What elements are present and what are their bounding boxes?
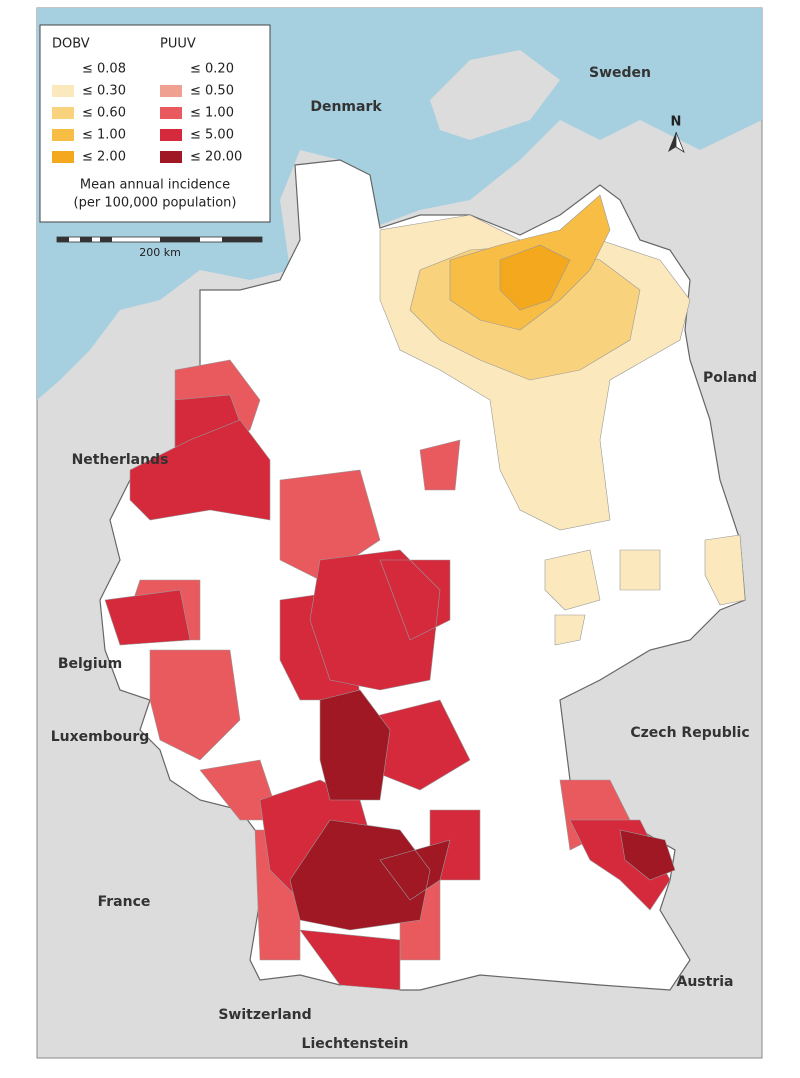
legend-swatch	[160, 85, 182, 97]
region	[289, 689, 676, 931]
country-label: Luxembourg	[51, 729, 150, 745]
legend-label: ≤ 0.20	[190, 62, 234, 77]
country-label: Denmark	[310, 99, 382, 115]
legend-label: ≤ 1.00	[82, 128, 126, 143]
region	[544, 534, 746, 646]
legend-label: ≤ 0.08	[82, 62, 126, 77]
country-label: France	[98, 894, 151, 910]
legend-label: ≤ 0.50	[190, 84, 234, 99]
legend-label: ≤ 0.30	[82, 84, 126, 99]
country-label: Netherlands	[72, 452, 169, 468]
north-arrow	[668, 132, 676, 152]
scale-segment	[222, 237, 262, 242]
legend-swatch	[160, 63, 182, 75]
legend-swatch	[52, 85, 74, 97]
region	[499, 244, 571, 311]
scale-label: 200 km	[139, 246, 181, 259]
country-label: Czech Republic	[630, 725, 749, 741]
legend-header: DOBV	[52, 37, 90, 52]
legend-swatch	[52, 107, 74, 119]
north-arrow	[675, 131, 685, 153]
legend-rows: ≤ 0.08 ≤ 0.30 ≤ 0.60 ≤ 1.00 ≤ 2.00 ≤ 0.20 ≤ 0.…	[52, 62, 242, 165]
legend-label: ≤ 1.00	[190, 106, 234, 121]
country-label: Belgium	[58, 656, 122, 672]
region	[129, 419, 451, 901]
island	[430, 50, 560, 140]
scale-segment	[80, 237, 92, 242]
legend-label: ≤ 0.60	[82, 106, 126, 121]
legend-label: ≤ 5.00	[190, 128, 234, 143]
legend-header: PUUV	[160, 37, 196, 52]
scale-segment	[100, 237, 112, 242]
legend-label: ≤ 2.00	[82, 150, 126, 165]
country-label: Liechtenstein	[302, 1036, 409, 1052]
scale-segment	[57, 237, 69, 242]
legend-swatch	[160, 107, 182, 119]
country-label: Austria	[677, 974, 734, 990]
legend-swatch	[52, 129, 74, 141]
country-label: Poland	[703, 370, 757, 386]
legend-caption: Mean annual incidence	[80, 178, 230, 193]
legend-label: ≤ 20.00	[190, 150, 242, 165]
legend-swatch	[160, 129, 182, 141]
country-label: Switzerland	[218, 1007, 311, 1023]
scale-bar	[56, 236, 263, 243]
legend-box	[39, 24, 271, 223]
scale-segment	[160, 237, 200, 242]
legend-swatch	[52, 151, 74, 163]
legend-swatch	[52, 63, 74, 75]
legend-swatch	[160, 151, 182, 163]
country-label: Sweden	[589, 65, 651, 81]
regions	[104, 194, 746, 991]
legend-caption: (per 100,000 population)	[74, 196, 237, 211]
north-label: N	[671, 115, 682, 130]
